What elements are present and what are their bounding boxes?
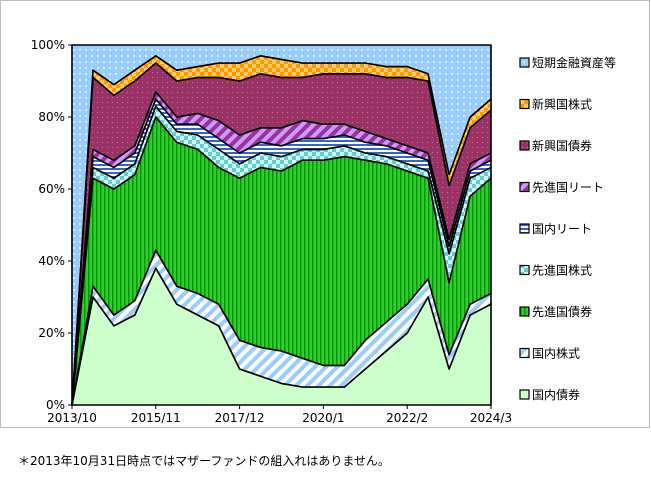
legend-label-developed-bonds: 先進国債券: [532, 304, 592, 319]
y-tick-label: 80%: [38, 110, 65, 124]
legend-swatch-domestic-bonds: [519, 389, 530, 400]
x-axis-ticks: 2013/10 2015/11 2017/12 2020/1 2022/2 2024/3: [47, 405, 512, 425]
y-tick-label: 60%: [38, 182, 65, 196]
x-tick-label: 2022/2: [386, 411, 428, 425]
y-tick-label: 40%: [38, 254, 65, 268]
y-tick-label: 100%: [31, 38, 65, 52]
legend-swatch-developed-reit: [519, 181, 530, 193]
x-tick-label: 2015/11: [131, 411, 181, 425]
legend-label-short-term-assets: 短期金融資産等: [532, 55, 616, 70]
x-tick-label: 2020/1: [302, 411, 344, 425]
legend-label-domestic-bonds: 国内債券: [532, 387, 580, 402]
footnote: ＊2013年10月31日時点ではマザーファンドの組入れはありません。: [18, 454, 391, 468]
plot-area: [71, 44, 492, 406]
legend-swatch-emerging-stocks: [519, 98, 530, 110]
legend-swatch-short-term-assets: [519, 57, 530, 68]
legend-swatch-emerging-bonds: [519, 140, 530, 151]
x-tick-label: 2024/3: [470, 411, 512, 425]
legend: 短期金融資産等新興国株式新興国債券先進国リート国内リート先進国株式先進国債券国内…: [519, 55, 616, 402]
chart-frame: [0, 0, 650, 428]
legend-label-developed-stocks: 先進国株式: [532, 263, 592, 278]
y-tick-label: 20%: [38, 326, 65, 340]
x-tick-label: 2017/12: [215, 411, 265, 425]
legend-label-domestic-reit: 国内リート: [532, 222, 592, 236]
y-axis-ticks: 0% 20% 40% 60% 80% 100%: [31, 38, 72, 412]
plot-border: [71, 44, 492, 406]
legend-swatch-developed-stocks: [519, 264, 530, 276]
legend-label-domestic-stocks: 国内株式: [532, 346, 580, 361]
y-tick-label: 0%: [46, 398, 65, 412]
x-tick-label: 2013/10: [47, 411, 97, 425]
legend-label-emerging-bonds: 新興国債券: [532, 138, 592, 153]
legend-label-emerging-stocks: 新興国株式: [532, 97, 592, 112]
stacked-area-chart: 0% 20% 40% 60% 80% 100% 2013/10 2015/11 2017/12…: [31, 38, 616, 425]
legend-swatch-developed-bonds: [519, 306, 530, 317]
legend-swatch-domestic-reit: [519, 223, 530, 234]
legend-label-developed-reit: 先進国リート: [532, 181, 604, 195]
legend-swatch-domestic-stocks: [519, 347, 530, 359]
